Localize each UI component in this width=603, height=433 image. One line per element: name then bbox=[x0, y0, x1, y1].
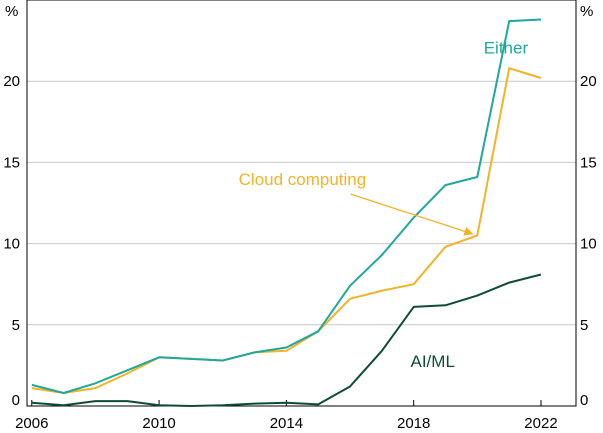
x-tick-2014: 2014 bbox=[270, 415, 303, 432]
x-tick-2022: 2022 bbox=[524, 415, 557, 432]
x-tick-2010: 2010 bbox=[142, 415, 175, 432]
annotation-arrow-cloud bbox=[350, 193, 474, 236]
y-tick-left-15: 15 bbox=[3, 154, 20, 171]
series-annotations: Either Cloud computing AI/ML bbox=[239, 39, 529, 371]
series-line-cloud bbox=[31, 67, 542, 394]
plot-frame bbox=[26, 0, 577, 407]
y-axis-unit-right: % bbox=[580, 3, 593, 20]
x-tick-2018: 2018 bbox=[397, 415, 430, 432]
y-tick-right-0: 0 bbox=[580, 392, 588, 409]
axis-ticks: 0 0 5 5 10 10 15 15 20 20 2006 2010 2014 2018 2022 bbox=[3, 73, 596, 432]
y-tick-right-15: 15 bbox=[580, 154, 597, 171]
annotation-either: Either bbox=[484, 39, 529, 58]
annotation-aiml: AI/ML bbox=[411, 352, 455, 371]
gridlines bbox=[27, 80, 576, 326]
series-line-aiml bbox=[31, 273, 542, 407]
series-line-either bbox=[31, 18, 542, 394]
y-axis-unit-left: % bbox=[5, 3, 18, 20]
x-tick-2006: 2006 bbox=[15, 415, 48, 432]
y-tick-left-0: 0 bbox=[12, 392, 20, 409]
series-lines bbox=[31, 18, 542, 407]
y-tick-left-5: 5 bbox=[12, 317, 20, 334]
y-tick-right-10: 10 bbox=[580, 236, 597, 253]
y-tick-left-10: 10 bbox=[3, 236, 20, 253]
y-tick-left-20: 20 bbox=[3, 73, 20, 90]
annotation-cloud: Cloud computing bbox=[239, 170, 367, 189]
y-tick-right-5: 5 bbox=[580, 317, 588, 334]
y-tick-right-20: 20 bbox=[580, 73, 597, 90]
